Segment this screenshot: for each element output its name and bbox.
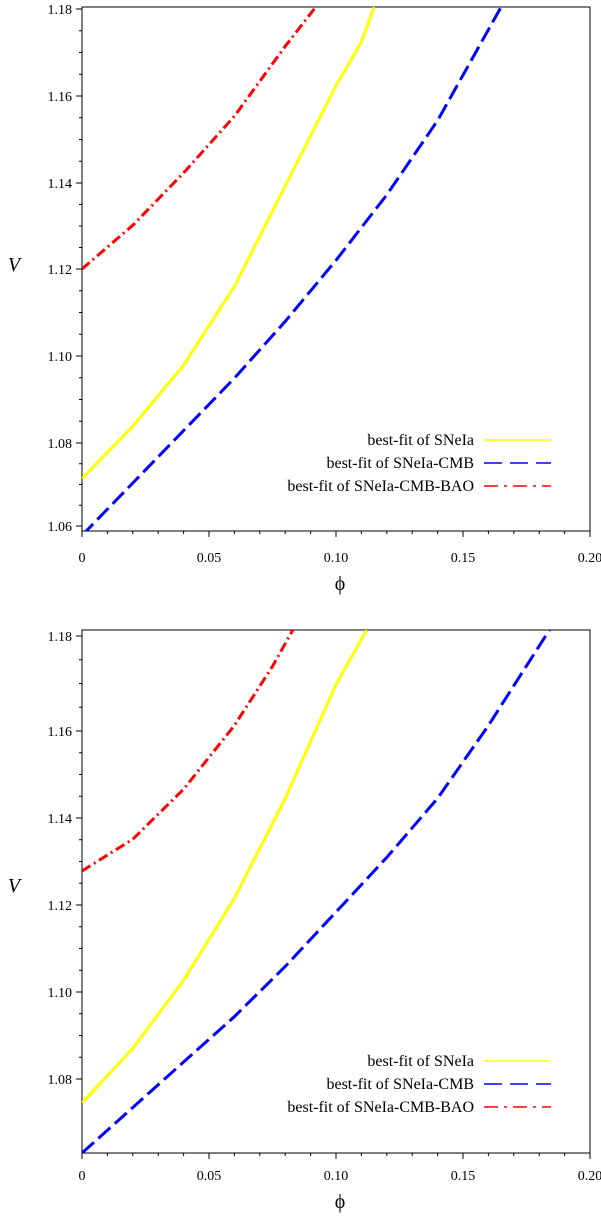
series-line-0 (82, 7, 376, 480)
legend-entry-label: best-fit of SNeIa-CMB-BAO (287, 478, 474, 495)
y-axis-label: V (8, 875, 23, 897)
y-tick-label: 1.12 (48, 899, 73, 914)
x-tick-label: 0.10 (324, 551, 349, 566)
y-tick-label: 1.06 (48, 520, 73, 535)
y-tick-label: 1.08 (48, 1073, 73, 1088)
chart-bottom: 0 0.05 0.10 0.15 0.20 1.08 1.10 1.12 1.14 1.16 1.1… (8, 629, 601, 1213)
x-tick-label: 0.10 (324, 1169, 349, 1184)
x-axis-label: ϕ (335, 1191, 346, 1213)
series-line-2 (82, 630, 295, 873)
legend: best-fit of SNeIa best-fit of SNeIa-CMB be… (287, 432, 551, 495)
x-tick-label: 0.15 (451, 551, 476, 566)
x-tick-label: 0.20 (578, 551, 601, 566)
legend-entry-label: best-fit of SNeIa-CMB-BAO (287, 1099, 474, 1116)
y-tick-label: 1.18 (48, 3, 73, 18)
x-tick-label: 0.20 (578, 1169, 601, 1184)
legend-entry-label: best-fit of SNeIa-CMB (326, 1076, 474, 1093)
x-axis-label: ϕ (335, 573, 346, 595)
series-line-1 (82, 630, 551, 1153)
legend-entry-label: best-fit of SNeIa-CMB (326, 455, 474, 472)
y-axis-label: V (8, 254, 23, 276)
y-tick-label: 1.14 (48, 812, 73, 827)
chart-top: 0 0.05 0.10 0.15 0.20 1.06 1.08 1.10 1.12 1.14 1.1… (8, 3, 601, 595)
x-tick-label: 0.05 (197, 551, 222, 566)
x-tick-label: 0 (79, 1169, 86, 1184)
legend: best-fit of SNeIa best-fit of SNeIa-CMB be… (287, 1053, 551, 1116)
y-tick-label: 1.08 (48, 437, 73, 452)
y-tick-label: 1.18 (48, 630, 73, 645)
series-line-1 (84, 7, 503, 531)
x-tick-label: 0.05 (197, 1169, 222, 1184)
x-tick-label: 0.15 (451, 1169, 476, 1184)
y-tick-label: 1.14 (48, 177, 73, 192)
y-tick-label: 1.10 (48, 986, 73, 1001)
y-tick-label: 1.16 (48, 725, 73, 740)
x-tick-label: 0 (79, 551, 86, 566)
y-tick-label: 1.16 (48, 90, 73, 105)
legend-entry-label: best-fit of SNeIa (367, 1053, 474, 1070)
series-line-0 (82, 630, 368, 1105)
y-tick-label: 1.12 (48, 263, 73, 278)
series-line-2 (82, 7, 317, 271)
y-tick-label: 1.10 (48, 350, 73, 365)
legend-entry-label: best-fit of SNeIa (367, 432, 474, 449)
plot-frame (81, 629, 591, 1154)
